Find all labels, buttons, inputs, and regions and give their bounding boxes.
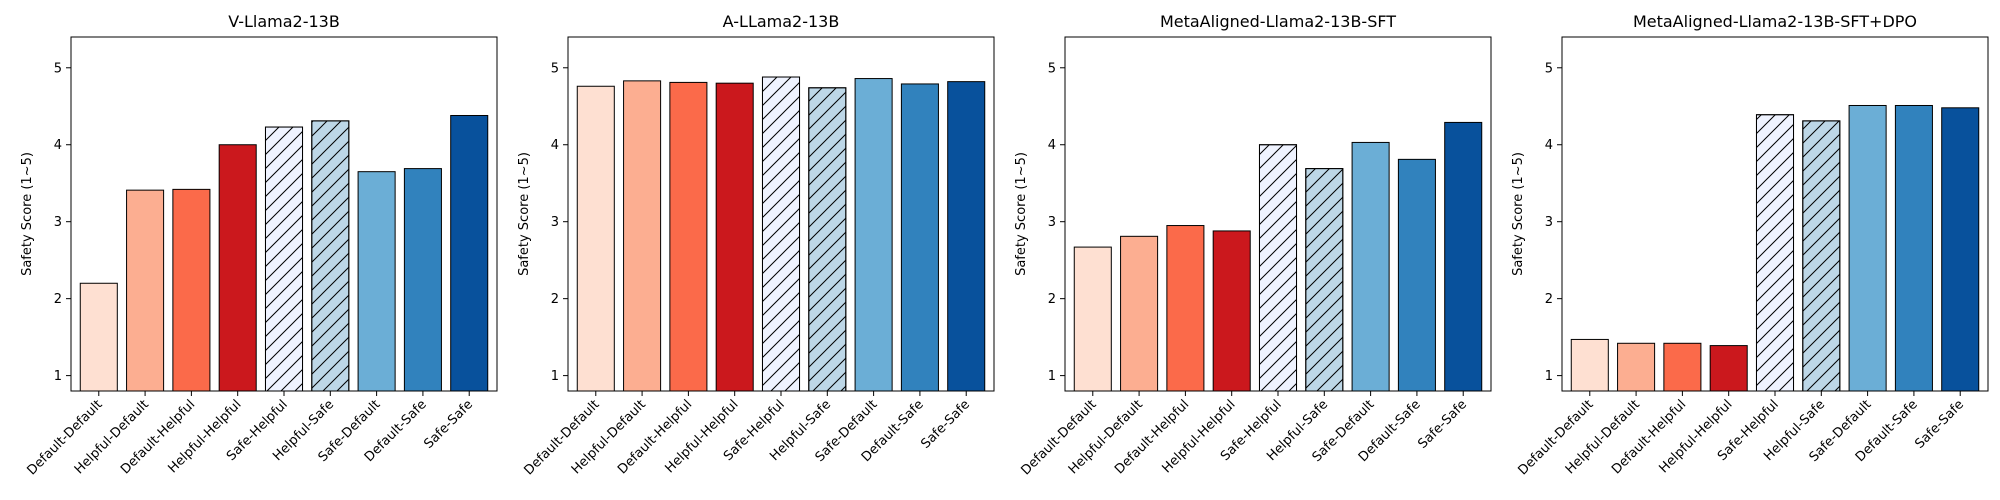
bar-safe-safe <box>450 114 489 392</box>
bar-helpful-default <box>623 80 662 392</box>
bar-hatch-helpful-safe <box>311 120 350 392</box>
bar-default-helpful <box>1663 342 1702 392</box>
y-tick-label: 1 <box>1545 369 1553 384</box>
bar-helpful-default <box>1120 235 1159 392</box>
y-tick-label: 3 <box>1545 215 1553 230</box>
bar-default-helpful <box>172 188 211 392</box>
y-tick-label: 3 <box>54 215 62 230</box>
x-tick-label: Safe-Safe <box>1415 397 1470 452</box>
bar-helpful-helpful <box>715 82 754 392</box>
y-tick-label: 1 <box>1048 369 1056 384</box>
chart-panel-3: MetaAligned-Llama2-13B-SFT Safety Score (… <box>1014 12 1492 478</box>
bar-default-safe <box>403 168 442 392</box>
chart-title: A-LLama2-13B <box>723 12 840 31</box>
y-axis-label: Safety Score (1~5) <box>1511 152 1526 276</box>
bar-helpful-default <box>1617 342 1656 392</box>
bar-helpful-helpful <box>218 144 257 392</box>
chart-title: V-Llama2-13B <box>228 12 340 31</box>
y-axis-label: Safety Score (1~5) <box>20 152 35 276</box>
y-tick-label: 2 <box>54 292 62 307</box>
bar-default-default <box>1570 338 1609 392</box>
bar-hatch-safe-helpful <box>761 76 801 392</box>
bar-hatch-helpful-safe <box>1802 120 1841 392</box>
bar-default-default <box>1073 246 1112 392</box>
plot-frame <box>70 36 498 392</box>
bar-safe-default <box>357 171 396 392</box>
bar-safe-safe <box>1444 121 1483 392</box>
x-tick-label: Safe-Safe <box>421 397 476 452</box>
bar-hatch-safe-helpful <box>264 126 304 392</box>
y-tick-label: 1 <box>551 369 559 384</box>
y-tick-label: 5 <box>551 61 559 76</box>
bar-helpful-helpful <box>1212 230 1251 392</box>
chart-title: MetaAligned-Llama2-13B-SFT+DPO <box>1633 12 1917 31</box>
y-tick-label: 3 <box>551 215 559 230</box>
y-tick-label: 5 <box>1048 61 1056 76</box>
y-tick-label: 2 <box>1545 292 1553 307</box>
bar-default-safe <box>1894 104 1933 392</box>
y-tick-label: 4 <box>551 138 559 153</box>
bar-default-safe <box>1397 158 1436 392</box>
y-axis-label: Safety Score (1~5) <box>517 152 532 276</box>
bar-hatch-safe-helpful <box>1258 144 1298 392</box>
bar-safe-safe <box>1941 107 1980 392</box>
bar-hatch-helpful-safe <box>1305 168 1344 392</box>
y-tick-label: 5 <box>1545 61 1553 76</box>
bar-safe-safe <box>947 81 986 392</box>
x-tick-label: Safe-Safe <box>918 397 973 452</box>
y-tick-label: 3 <box>1048 215 1056 230</box>
bar-helpful-default <box>126 189 165 392</box>
bar-default-helpful <box>669 81 708 392</box>
plot-frame <box>1064 36 1492 392</box>
y-tick-label: 2 <box>1048 292 1056 307</box>
y-tick-label: 5 <box>54 61 62 76</box>
y-tick-label: 4 <box>1545 138 1553 153</box>
plot-frame <box>1561 36 1989 392</box>
y-tick-label: 4 <box>1048 138 1056 153</box>
bar-hatch-safe-helpful <box>1755 114 1795 392</box>
bar-safe-default <box>1351 141 1390 392</box>
bar-helpful-helpful <box>1709 345 1748 392</box>
bar-default-default <box>576 85 615 392</box>
bar-safe-default <box>1848 104 1887 392</box>
bar-default-safe <box>900 83 939 392</box>
bar-default-helpful <box>1166 225 1205 392</box>
y-axis-label: Safety Score (1~5) <box>1014 152 1029 276</box>
bar-hatch-helpful-safe <box>808 87 847 392</box>
y-tick-label: 1 <box>54 369 62 384</box>
x-tick-label: Safe-Safe <box>1912 397 1967 452</box>
y-tick-label: 2 <box>551 292 559 307</box>
bar-default-default <box>79 282 118 392</box>
plot-frame <box>567 36 995 392</box>
y-tick-label: 4 <box>54 138 62 153</box>
chart-title: MetaAligned-Llama2-13B-SFT <box>1160 12 1396 31</box>
bar-safe-default <box>854 78 893 392</box>
chart-panel-4: MetaAligned-Llama2-13B-SFT+DPO Safety Sco… <box>1511 12 1989 478</box>
